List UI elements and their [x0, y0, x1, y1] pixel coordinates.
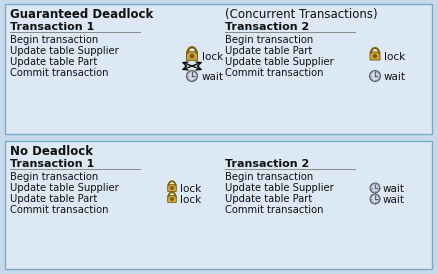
Text: lock: lock: [384, 52, 405, 62]
FancyBboxPatch shape: [168, 196, 176, 202]
FancyBboxPatch shape: [370, 52, 380, 60]
Circle shape: [171, 198, 173, 200]
Text: Begin transaction: Begin transaction: [10, 172, 98, 182]
Circle shape: [171, 187, 173, 189]
Text: Update table Supplier: Update table Supplier: [10, 46, 119, 56]
Text: Update table Part: Update table Part: [10, 57, 97, 67]
Text: Guaranteed Deadlock: Guaranteed Deadlock: [10, 8, 153, 21]
Text: (Concurrent Transactions): (Concurrent Transactions): [225, 8, 378, 21]
Text: Begin transaction: Begin transaction: [225, 172, 313, 182]
Text: Update table Supplier: Update table Supplier: [225, 57, 334, 67]
Text: Update table Supplier: Update table Supplier: [10, 183, 119, 193]
Text: wait: wait: [384, 72, 406, 82]
FancyBboxPatch shape: [168, 184, 176, 192]
Text: wait: wait: [383, 195, 405, 205]
Text: Update table Part: Update table Part: [225, 46, 312, 56]
FancyBboxPatch shape: [187, 52, 198, 60]
Text: lock: lock: [202, 52, 223, 62]
Text: Transaction 1: Transaction 1: [10, 22, 94, 32]
Text: lock: lock: [180, 184, 201, 194]
Text: Transaction 1: Transaction 1: [10, 159, 94, 169]
Circle shape: [187, 71, 198, 81]
Circle shape: [370, 71, 380, 81]
Text: wait: wait: [383, 184, 405, 194]
Text: Update table Supplier: Update table Supplier: [225, 183, 334, 193]
FancyBboxPatch shape: [5, 4, 432, 134]
Text: Begin transaction: Begin transaction: [10, 35, 98, 45]
FancyBboxPatch shape: [5, 141, 432, 269]
Text: Update table Part: Update table Part: [10, 194, 97, 204]
Text: lock: lock: [180, 195, 201, 205]
Text: wait: wait: [202, 72, 224, 82]
Circle shape: [374, 55, 377, 58]
Circle shape: [191, 54, 194, 58]
Text: Update table Part: Update table Part: [225, 194, 312, 204]
Text: Transaction 2: Transaction 2: [225, 159, 309, 169]
Text: Commit transaction: Commit transaction: [225, 205, 323, 215]
Text: No Deadlock: No Deadlock: [10, 145, 93, 158]
Text: Begin transaction: Begin transaction: [225, 35, 313, 45]
Circle shape: [370, 194, 380, 204]
Text: Transaction 2: Transaction 2: [225, 22, 309, 32]
Circle shape: [370, 183, 380, 193]
Text: Commit transaction: Commit transaction: [10, 68, 108, 78]
Text: Commit transaction: Commit transaction: [10, 205, 108, 215]
Text: Commit transaction: Commit transaction: [225, 68, 323, 78]
